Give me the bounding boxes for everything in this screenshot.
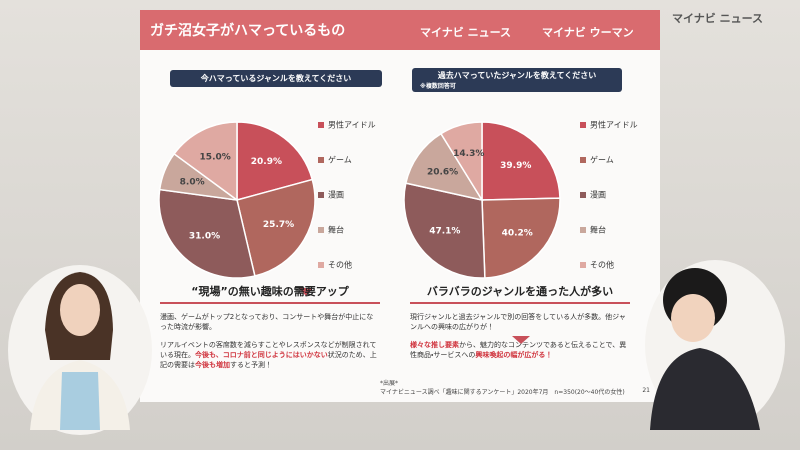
legend-label: 男性アイドル [328, 120, 376, 130]
legend-swatch [318, 157, 324, 163]
chart-title-box: 過去ハマっていたジャンルを教えてください ※複数回答可 [412, 68, 622, 92]
note-text: 現行ジャンルと過去ジャンルで別の回答をしている人が多数。他ジャンルへの興味の広が… [410, 313, 626, 331]
slide-header [140, 10, 660, 50]
legend-swatch [580, 227, 586, 233]
pie-slice [236, 178, 316, 277]
note-text: すると予測！ [230, 361, 272, 369]
logo: マイナビ ニュース [420, 25, 511, 39]
legend-label: その他 [328, 260, 352, 270]
person-right [645, 260, 785, 430]
source-label: *出展* [380, 380, 399, 387]
chart-subtitle: ※複数回答可 [420, 83, 456, 90]
legend-label: 舞台 [328, 225, 344, 235]
legend-swatch [580, 157, 586, 163]
legend-label: 男性アイドル [590, 120, 638, 130]
note-text: 興味喚起の幅が広がる！ [475, 351, 553, 359]
note-text: 今後も、コロナ前と同じようにはいかない [195, 351, 328, 359]
note-heading: バラバラのジャンルを通った人が多い [410, 283, 630, 304]
pie-slice [158, 188, 256, 279]
footer: *出展* マイナビニュース調べ「趣味に関するアンケート」2020年7月 n=35… [380, 378, 650, 396]
legend-swatch [318, 262, 324, 268]
value-label: 20.9% [251, 157, 282, 167]
page-number: 21 [642, 387, 650, 394]
note-paragraph: 様々な推し要素から、魅力的なコンテンツであると伝えることで、異性商品・サービスへ… [410, 340, 630, 360]
legend-label: 漫画 [328, 190, 344, 200]
note-text: 様々な推し要素 [410, 341, 459, 349]
legend-label: その他 [590, 260, 614, 270]
note: バラバラのジャンルを通った人が多い 現行ジャンルと過去ジャンルで別の回答をしている… [410, 283, 630, 360]
slide-title: ガチ沼女子がハマっているもの [150, 22, 345, 39]
note-text: リアルイベントの客席数を減らすことやレスポンスなどが制限されている現在。 [160, 341, 377, 359]
overlay-logo: マイナビ ニュース [672, 11, 763, 25]
note-paragraph: 現行ジャンルと過去ジャンルで別の回答をしている人が多数。他ジャンルへの興味の広が… [410, 312, 630, 332]
value-label: 20.6% [427, 168, 458, 178]
note-text: 今後も増加 [195, 361, 230, 369]
value-label: 15.0% [200, 152, 231, 162]
legend-swatch [318, 227, 324, 233]
pie-slice [481, 121, 561, 201]
arrow [512, 336, 530, 344]
note-text: 状況のため、上記の需要は [160, 351, 377, 369]
note-text: 漫画、ゲームがトップ2となっており、コンサートや舞台が中止になった時流が影響。 [160, 313, 374, 331]
logo: マイナビ ウーマン [542, 25, 634, 39]
source: マイナビニュース調べ「趣味に関するアンケート」2020年7月 n=350(20〜… [380, 389, 625, 396]
note-text: から、魅力的なコンテンツであると伝えることで、異性商品・サービスへの [410, 341, 627, 359]
legend-swatch [318, 122, 324, 128]
chart-title: 今ハマっているジャンルを教えてください [170, 70, 382, 87]
value-label: 39.9% [500, 161, 531, 171]
note-paragraph: 漫画、ゲームがトップ2となっており、コンサートや舞台が中止になった時流が影響。 [160, 312, 380, 332]
note-paragraph: リアルイベントの客席数を減らすことやレスポンスなどが制限されている現在。今後も、… [160, 340, 380, 370]
legend-swatch [580, 192, 586, 198]
arrow [299, 288, 313, 296]
pie-slice [404, 132, 484, 202]
value-label: 31.0% [189, 231, 220, 241]
chart-title: 過去ハマっていたジャンルを教えてください [437, 71, 597, 80]
legend-swatch [580, 262, 586, 268]
note-heading: “現場”の無い趣味の需要アップ [160, 283, 380, 304]
legend-swatch [318, 192, 324, 198]
value-label: 40.2% [502, 229, 533, 239]
legend-label: ゲーム [328, 155, 352, 165]
pie-slice [481, 197, 561, 279]
legend-label: 漫画 [590, 190, 606, 200]
person-left [8, 265, 152, 435]
value-label: 8.0% [180, 177, 205, 187]
pie-slice [173, 121, 238, 202]
pie-slice [439, 121, 483, 203]
value-label: 25.7% [263, 220, 294, 230]
legend-label: 舞台 [590, 225, 606, 235]
value-label: 14.3% [453, 149, 484, 159]
note: “現場”の無い趣味の需要アップ 漫画、ゲームがトップ2となっており、コンサートや舞… [160, 283, 380, 370]
pie-slice [236, 121, 314, 201]
pie-slice [403, 182, 486, 279]
legend-label: ゲーム [590, 155, 614, 165]
legend-swatch [580, 122, 586, 128]
value-label: 47.1% [429, 226, 460, 236]
